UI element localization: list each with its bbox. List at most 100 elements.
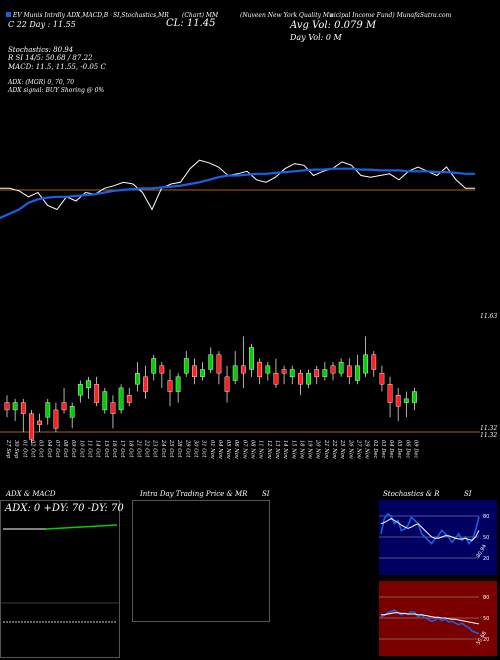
date-tick-label: 13 Nov	[274, 440, 280, 459]
date-tick-label: 01 Oct	[21, 440, 27, 458]
date-tick-label: 04 Dec	[388, 440, 394, 458]
candle-body	[412, 391, 417, 403]
top-series-line-0	[0, 159, 475, 211]
stoch-label: Stochastics: 80.94	[8, 46, 74, 54]
date-tick-label: 20 Nov	[315, 439, 321, 459]
stoch-rsi-panels: 80 50 20 80 50 20 80.94 50.68	[379, 500, 497, 656]
candle-body	[53, 409, 59, 429]
candle-body	[200, 369, 205, 378]
header-title-c: (Chart) MM	[182, 12, 219, 19]
date-tick-label: 08 Nov	[250, 440, 256, 459]
candle-body	[371, 354, 377, 370]
date-tick-label: 23 Oct	[152, 439, 158, 458]
candle-body	[289, 369, 295, 378]
date-tick-label: 14 Oct	[95, 440, 101, 458]
candle-body	[306, 372, 311, 385]
date-tick-label: 05 Nov	[225, 440, 231, 459]
date-tick-label: 11 Oct	[87, 440, 93, 458]
date-tick-label: 31 Oct	[201, 440, 207, 458]
rsi-label: R SI 14/5: 50.68 / 87.22	[8, 54, 93, 62]
date-tick-label: 29 Oct	[184, 439, 190, 458]
date-tick-label: 30 Oct	[192, 440, 198, 458]
candle-body	[395, 395, 401, 407]
candle-body	[94, 383, 100, 403]
adx-panel: ADX: 0 +DY: 70 -DY: 70	[0, 500, 124, 658]
stoch-panel-title: Stochastics & R	[383, 490, 440, 498]
stoch-panel-bg	[379, 500, 497, 575]
candle-body	[69, 406, 75, 418]
stoch-series-line-1	[380, 517, 480, 541]
top-lines	[0, 159, 475, 220]
macd-label: MACD: 11.5, 11.55, -0.05 C	[8, 63, 106, 71]
candle-body	[265, 365, 271, 374]
adx-signal-label: ADX signal: BUY Shoring @ 0%	[8, 87, 105, 94]
stoch-series-line-0	[380, 512, 480, 545]
candle-body	[61, 402, 67, 411]
candle-body	[240, 365, 246, 374]
date-tick-label: 02 Oct	[29, 440, 35, 458]
rsi-level-label-80: 80	[483, 595, 489, 601]
candle-body	[126, 395, 132, 403]
candle-body	[37, 420, 43, 425]
intra-panel-si: SI	[262, 490, 270, 498]
date-tick-label: 09 Oct	[70, 440, 76, 458]
candle-body	[216, 354, 222, 374]
date-tick-label: 05 Dec	[396, 440, 402, 458]
date-tick-label: 11 Nov	[258, 440, 264, 459]
candle-body	[257, 361, 263, 378]
date-tick-label: 19 Nov	[307, 440, 313, 459]
intra-panel	[132, 500, 270, 622]
adx-panel-title: ADX & MACD	[6, 490, 56, 498]
date-tick-label: 25 Oct	[168, 439, 174, 458]
header-title-b: SI,Stochastics,MR	[113, 12, 169, 19]
candle-body	[330, 365, 336, 374]
candle-body	[249, 347, 254, 370]
date-tick-label: 07 Nov	[241, 440, 247, 459]
company-name-2: nicipal Income Fund) MunafaSutra.com	[330, 12, 452, 19]
candle-body	[232, 365, 238, 381]
date-tick-label: 03 Dec	[380, 440, 386, 458]
rsi-series-line-1	[381, 612, 480, 625]
date-tick-label: 29 Nov	[364, 439, 370, 459]
date-tick-label: 18 Nov	[298, 440, 304, 459]
date-tick-label: 22 Nov	[331, 439, 337, 459]
candle-body	[281, 369, 287, 374]
day-avg-label: C 22 Day : 11.55	[8, 20, 76, 29]
price-bottom-label-2: 11.32	[480, 432, 498, 439]
legend-square	[6, 12, 11, 17]
company-name: (Nuveen New York Quality Mu	[240, 12, 333, 19]
date-tick-label: 26 Nov	[347, 439, 353, 459]
stoch-panel-si: SI	[464, 490, 472, 498]
day-vol-label: Day Vol: 0 M	[290, 33, 342, 42]
date-tick-label: 21 Nov	[323, 439, 329, 459]
date-tick-label: 16 Oct	[111, 440, 117, 458]
date-tick-label: 12 Nov	[266, 440, 272, 459]
candle-body	[322, 369, 328, 378]
candle-body	[363, 354, 368, 374]
date-tick-label: 07 Oct	[54, 440, 60, 458]
candle-body	[346, 365, 352, 378]
adx-line-green	[45, 524, 118, 530]
date-tick-label: 03 Oct	[38, 440, 44, 458]
stoch-level-label-50: 50	[483, 535, 489, 541]
close-label: CL: 11.45	[166, 18, 216, 29]
date-tick-label: 10 Oct	[78, 440, 84, 458]
price-top-label: 11.63	[480, 313, 498, 320]
date-tick-label: 28 Oct	[176, 439, 182, 458]
candle-body	[134, 372, 140, 385]
candle-body	[175, 376, 181, 392]
candle-body	[273, 372, 279, 385]
candle-body	[45, 402, 51, 418]
date-axis: 27 Sep 30 Sep 01 Oct 02 Oct 03 Oct 04 Oct 07 O…	[5, 439, 419, 459]
stoch-lines	[380, 512, 480, 545]
date-tick-label: 06 Dec	[404, 440, 410, 458]
candle-body	[183, 358, 189, 374]
candle-body	[20, 402, 26, 414]
date-tick-label: 08 Oct	[62, 440, 68, 458]
date-tick-label: 15 Oct	[103, 440, 109, 458]
date-tick-label: 04 Nov	[217, 440, 223, 459]
candle-body	[110, 402, 116, 414]
adx-lines	[1, 524, 119, 623]
price-bottom-label: 11.32	[480, 425, 498, 432]
